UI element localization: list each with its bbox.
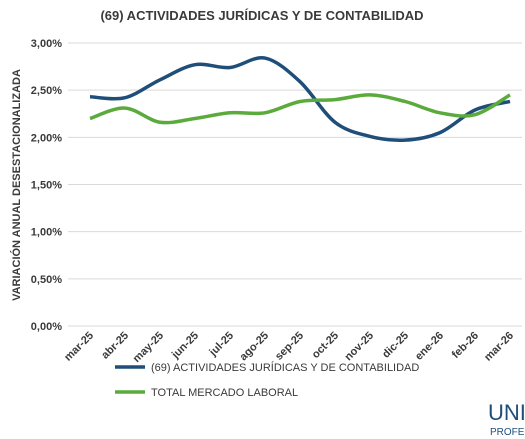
y-tick-label: 2,50% bbox=[31, 85, 62, 97]
y-tick-label: 3,00% bbox=[31, 38, 62, 50]
x-tick-label: ago-25 bbox=[238, 330, 272, 364]
series-line bbox=[89, 56, 511, 143]
logo: PROFESIO bbox=[490, 427, 525, 438]
x-tick-label: dic-25 bbox=[380, 330, 411, 361]
y-tick-label: 2,00% bbox=[31, 132, 62, 144]
x-tick-label: mar-26 bbox=[482, 330, 516, 364]
legend-label: (69) ACTIVIDADES JURÍDICAS Y DE CONTABIL… bbox=[151, 361, 419, 374]
x-tick-label: mar-25 bbox=[62, 330, 96, 364]
y-tick-label: 1,00% bbox=[31, 227, 62, 239]
x-tick-label: may-25 bbox=[131, 330, 166, 365]
x-tick-label: jul-25 bbox=[207, 330, 237, 360]
x-tick-label: feb-26 bbox=[450, 330, 481, 361]
logo: UNIO bbox=[488, 400, 525, 425]
y-tick-label: 1,50% bbox=[31, 180, 62, 192]
x-tick-label: oct-25 bbox=[310, 330, 341, 361]
x-tick-label: ene-26 bbox=[413, 330, 446, 363]
legend-label: TOTAL MERCADO LABORAL bbox=[151, 387, 298, 399]
y-tick-label: 0,00% bbox=[31, 321, 62, 333]
series-line bbox=[89, 93, 511, 125]
y-axis-title: VARIACIÓN ANUAL DESESTACIONALIZADA bbox=[10, 69, 23, 301]
x-tick-label: jun-25 bbox=[169, 330, 201, 362]
x-tick-label: nov-25 bbox=[343, 330, 377, 364]
y-tick-label: 0,50% bbox=[31, 274, 62, 286]
x-tick-label: sep-25 bbox=[273, 330, 306, 363]
chart-title: (69) ACTIVIDADES JURÍDICAS Y DE CONTABIL… bbox=[100, 8, 423, 23]
x-tick-label: abr-25 bbox=[99, 330, 131, 362]
